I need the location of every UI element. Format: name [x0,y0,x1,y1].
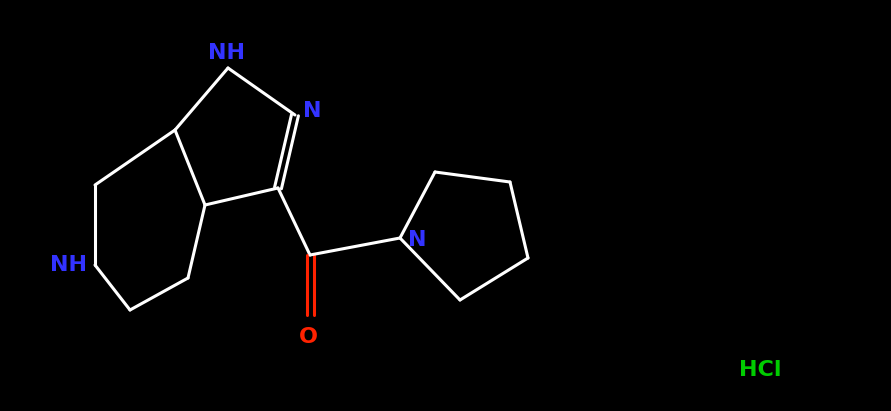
Text: NH: NH [50,255,87,275]
Text: NH: NH [208,43,244,63]
Text: HCl: HCl [739,360,781,380]
Text: N: N [303,101,322,121]
Text: N: N [408,230,427,250]
Text: O: O [298,327,317,347]
